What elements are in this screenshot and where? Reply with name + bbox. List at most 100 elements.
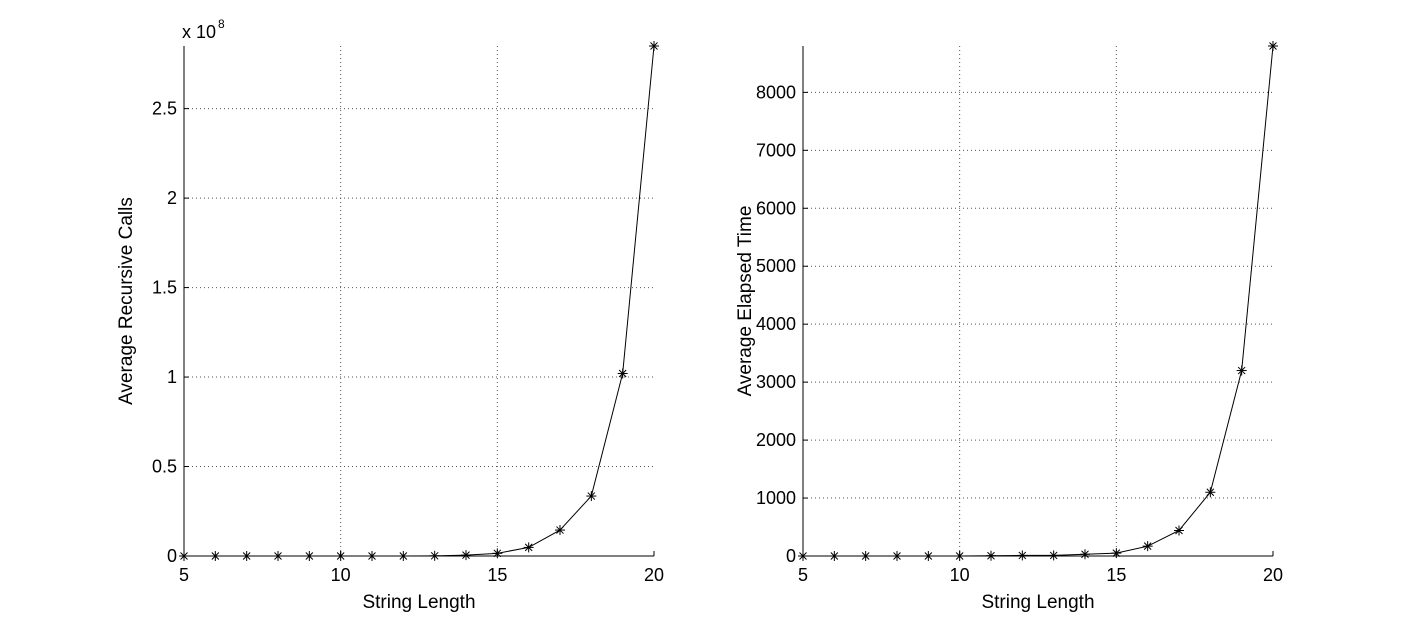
y-tick-label: 3000 <box>756 372 796 392</box>
data-point-stroke <box>1206 488 1215 497</box>
data-point-stroke <box>1018 551 1027 560</box>
data-point <box>617 368 628 379</box>
data-point <box>210 551 221 561</box>
data-point <box>923 551 934 561</box>
y-axis-exponent-power: 8 <box>218 17 225 31</box>
x-tick-label: 10 <box>950 565 970 585</box>
x-tick-label: 5 <box>798 565 808 585</box>
x-tick-label: 15 <box>487 565 507 585</box>
y-tick-label: 4000 <box>756 314 796 334</box>
data-point <box>986 550 996 561</box>
x-tick-label: 10 <box>331 565 351 585</box>
y-tick-label: 6000 <box>756 198 796 218</box>
y-axis-exponent: x 10 <box>182 22 216 42</box>
y-tick-label: 8000 <box>756 82 796 102</box>
data-point-stroke <box>1237 366 1246 375</box>
data-point-stroke <box>399 552 408 560</box>
data-point <box>241 551 252 561</box>
data-point-stroke <box>987 551 995 560</box>
data-point-stroke <box>1175 526 1183 535</box>
data-point <box>1268 41 1278 51</box>
data-point <box>273 551 283 561</box>
data-point <box>829 551 840 561</box>
data-point-stroke <box>524 543 533 552</box>
y-tick-label: 2000 <box>756 430 796 450</box>
data-point <box>461 550 471 561</box>
data-point-stroke <box>799 552 807 560</box>
series-line <box>184 45 655 557</box>
data-point <box>429 550 440 561</box>
data-point-stroke <box>1143 542 1152 551</box>
data-point-stroke <box>1081 550 1089 559</box>
data-point-stroke <box>493 549 502 558</box>
data-point <box>1174 525 1184 536</box>
data-point-stroke <box>242 552 251 560</box>
data-point <box>860 551 871 561</box>
y-axis-label: Average Recursive Calls <box>116 197 137 405</box>
y-tick-label: 0 <box>167 546 177 566</box>
y-tick-label: 2 <box>167 188 177 208</box>
data-point-stroke <box>274 552 282 560</box>
series-line <box>803 45 1274 557</box>
data-point-stroke <box>650 42 658 50</box>
data-point <box>398 551 409 561</box>
x-tick-label: 15 <box>1106 565 1126 585</box>
data-point-stroke <box>462 551 470 559</box>
data-point <box>1142 541 1153 552</box>
data-point <box>798 551 808 561</box>
data-point <box>649 41 659 51</box>
data-point <box>954 551 965 561</box>
x-tick-label: 20 <box>1263 565 1283 585</box>
grid <box>803 46 1273 556</box>
y-tick-label: 5000 <box>756 256 796 276</box>
y-tick-label: 1 <box>167 367 177 387</box>
data-point <box>367 551 377 561</box>
data-point <box>179 551 189 561</box>
data-point-stroke <box>305 552 314 560</box>
data-point-stroke <box>587 492 596 500</box>
data-point <box>1111 548 1122 559</box>
y-tick-label: 0.5 <box>152 457 177 477</box>
data-point-stroke <box>618 369 627 378</box>
data-point-stroke <box>430 551 439 560</box>
x-tick-label: 5 <box>179 565 189 585</box>
y-tick-label: 1000 <box>756 488 796 508</box>
data-point-stroke <box>1049 551 1058 560</box>
data-point <box>335 551 346 561</box>
x-tick-label: 20 <box>644 565 664 585</box>
y-tick-label: 1.5 <box>152 278 177 298</box>
y-tick-label: 0 <box>786 546 796 566</box>
data-point <box>1048 550 1059 561</box>
x-axis-label: String Length <box>981 592 1094 613</box>
data-point <box>586 491 597 502</box>
y-tick-label: 2.5 <box>152 99 177 119</box>
data-point-stroke <box>211 552 220 560</box>
data-point-stroke <box>180 552 188 560</box>
grid <box>184 46 654 556</box>
data-point-stroke <box>955 552 964 560</box>
data-point-stroke <box>1112 549 1121 557</box>
data-point-stroke <box>861 552 870 560</box>
y-axis-label: Average Elapsed Time <box>735 206 756 397</box>
data-point-stroke <box>893 552 901 560</box>
data-point <box>1236 365 1247 376</box>
data-point <box>523 542 534 553</box>
x-axis-label: String Length <box>362 592 475 613</box>
data-point <box>492 548 503 559</box>
data-point <box>304 551 315 561</box>
data-point-stroke <box>830 552 839 560</box>
data-point <box>892 551 902 561</box>
y-tick-label: 7000 <box>756 140 796 160</box>
data-point <box>1080 549 1090 560</box>
data-point-stroke <box>1269 42 1277 50</box>
data-point-stroke <box>336 552 345 560</box>
data-point <box>1205 487 1216 498</box>
chart-recursive-calls: 5 10 15 20 0 0.5 1 1.5 2 2.5 String Length Average … <box>116 17 664 613</box>
data-point-stroke <box>924 552 933 560</box>
data-point-stroke <box>368 552 376 560</box>
data-point <box>1017 550 1028 561</box>
data-point <box>555 525 565 536</box>
chart-elapsed-time: 5 10 15 20 0 1000 2000 3000 4000 5000 6000 7000 8000… <box>735 41 1283 613</box>
data-point-stroke <box>556 526 564 534</box>
